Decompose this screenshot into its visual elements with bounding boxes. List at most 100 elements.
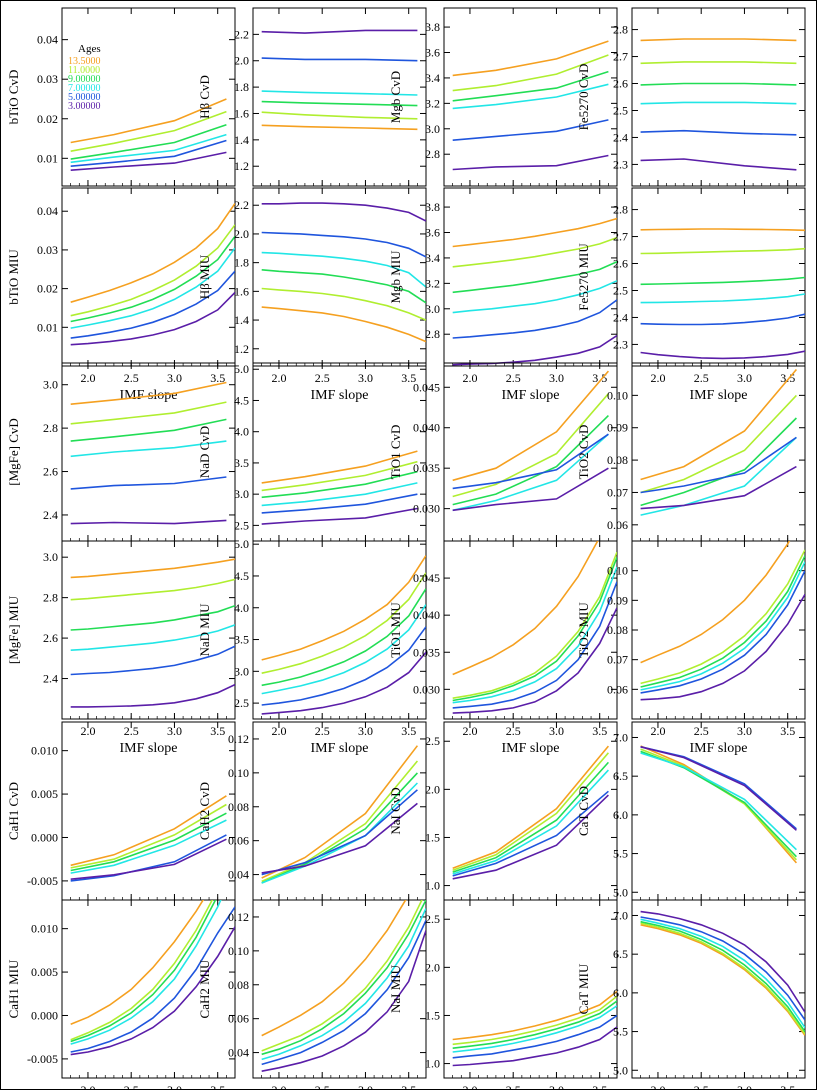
y-tick-label: 0.07: [607, 653, 628, 667]
series-line-9.00000: [452, 415, 609, 506]
y-tick-label: 0.000: [31, 830, 58, 844]
series-line-9.00000: [70, 235, 235, 323]
panel-4: 2.3 2.4 2.5 2.6 2.7 2.8 Fe5270 CvD: [576, 7, 806, 187]
x-tick-label: 2.5: [315, 724, 330, 738]
series-line-13.5000: [70, 558, 235, 579]
series-line-5.00000: [452, 581, 617, 709]
series-line-13.5000: [452, 541, 599, 676]
y-tick-label: 0.04: [228, 1046, 249, 1060]
y-tick-label: 5.0: [234, 537, 249, 551]
y-tick-label: -0.005: [27, 874, 58, 888]
y-tick-label: 0.03: [37, 243, 58, 257]
series-line-3.00000: [640, 158, 797, 171]
plot-frame: [443, 187, 618, 367]
y-tick-label: 2.8: [613, 23, 628, 37]
series-line-11.0000: [640, 748, 797, 861]
series-line-3.00000: [261, 202, 426, 222]
x-tick-label: 2.5: [315, 371, 330, 385]
y-tick-label: 0.035: [413, 461, 440, 475]
series-line-11.0000: [452, 54, 609, 92]
x-tick-label: 2.0: [462, 724, 477, 738]
series-line-11.0000: [452, 551, 617, 699]
y-tick-label: 1.0: [425, 1057, 440, 1071]
y-tick-label: 5.0: [613, 1063, 628, 1077]
y-tick-label: 2.0: [234, 54, 249, 68]
y-tick-label: 1.2: [234, 342, 249, 356]
series-line-7.00000: [640, 101, 797, 105]
series-line-3.00000: [640, 350, 805, 360]
x-tick-label: 3.5: [210, 1083, 225, 1090]
series-line-9.00000: [452, 761, 609, 873]
y-axis-label: Mgb CvD: [388, 71, 403, 123]
series-line-5.00000: [261, 231, 426, 258]
series-line-5.00000: [452, 119, 609, 141]
y-tick-label: 2.0: [425, 960, 440, 974]
x-tick-label: 2.0: [80, 1083, 95, 1090]
y-axis-label: NaD CvD: [197, 426, 212, 478]
x-tick-label: 2.0: [271, 724, 286, 738]
series-line-5.00000: [452, 790, 609, 877]
y-tick-label: 1.2: [234, 159, 249, 173]
x-tick-label: 2.5: [506, 371, 521, 385]
y-tick-label: 0.02: [37, 112, 58, 126]
x-tick-label: 2.0: [271, 371, 286, 385]
legend-entry: 3.00000: [68, 101, 101, 112]
series-line-5.00000: [70, 906, 235, 1053]
series-line-9.00000: [452, 70, 609, 102]
series-line-5.00000: [261, 789, 418, 876]
y-tick-label: 6.5: [613, 769, 628, 783]
x-axis-label: IMF slope: [311, 741, 369, 756]
legend-entry: 11.0000: [68, 65, 100, 76]
series-line-5.00000: [70, 139, 227, 167]
y-tick-label: 0.10: [607, 388, 628, 402]
y-tick-label: 2.7: [613, 50, 628, 64]
y-tick-label: 3.2: [425, 96, 440, 110]
y-tick-label: 2.4: [43, 508, 58, 522]
x-tick-label: 3.0: [358, 1083, 373, 1090]
x-tick-label: 2.0: [462, 371, 477, 385]
series-line-5.00000: [640, 916, 805, 1021]
x-tick-label: 3.0: [737, 724, 752, 738]
y-axis-label: NaI MIU: [388, 964, 403, 1013]
y-tick-label: 5.5: [613, 1025, 628, 1039]
y-tick-label: 6.5: [613, 947, 628, 961]
series-line-5.00000: [70, 476, 227, 490]
series-line-9.00000: [261, 269, 426, 304]
series-line-11.0000: [261, 287, 426, 321]
panel-9: 2.4 2.6 2.8 3.0 [MgFe] CvD: [6, 362, 236, 542]
y-tick-label: 0.03: [37, 72, 58, 86]
x-tick-label: 3.5: [401, 371, 416, 385]
y-axis-label: [MgFe] MIU: [6, 595, 21, 664]
x-axis-label: IMF slope: [690, 741, 748, 756]
legend-entry: 7.00000: [68, 83, 101, 94]
series-line-5.00000: [261, 57, 418, 62]
panel-22: 0.04 0.06 0.08 0.10 0.12 CaH2 MIU 2.0 2.5 3.0 3.5…: [197, 899, 427, 1090]
y-tick-label: 2.3: [613, 157, 628, 171]
series-line-11.0000: [452, 995, 617, 1046]
series-line-5.00000: [640, 129, 797, 136]
y-tick-label: -0.005: [27, 1052, 58, 1066]
series-line-13.5000: [452, 370, 610, 482]
y-tick-label: 0.01: [37, 320, 58, 334]
series-line-3.00000: [70, 151, 227, 171]
panel-17: -0.005 0.000 0.005 0.010 CaH1 CvD: [6, 721, 236, 901]
series-line-11.0000: [70, 578, 235, 601]
x-tick-label: 2.5: [506, 1083, 521, 1090]
series-line-13.5000: [261, 745, 419, 879]
series-line-7.00000: [640, 436, 797, 516]
series-line-7.00000: [452, 280, 617, 314]
series-line-5.00000: [261, 919, 426, 1066]
series-line-9.00000: [640, 555, 805, 688]
y-axis-label: TiO2 CvD: [576, 425, 591, 480]
y-tick-label: 4.5: [234, 393, 249, 407]
panel-14: 2.5 3.0 3.5 4.0 4.5 5.0 NaD MIU 2.0 2.5 3.0 3.5 IMF…: [197, 537, 427, 756]
series-line-13.5000: [261, 124, 418, 131]
series-line-3.00000: [452, 1026, 617, 1067]
series-line-13.5000: [452, 217, 617, 248]
y-tick-label: 0.01: [37, 151, 58, 165]
x-tick-label: 3.5: [592, 1083, 607, 1090]
y-tick-label: 0.04: [37, 204, 58, 218]
y-tick-label: 1.8: [234, 256, 249, 270]
y-axis-label: Fe5270 MIU: [576, 243, 591, 311]
y-tick-label: 2.4: [613, 130, 628, 144]
